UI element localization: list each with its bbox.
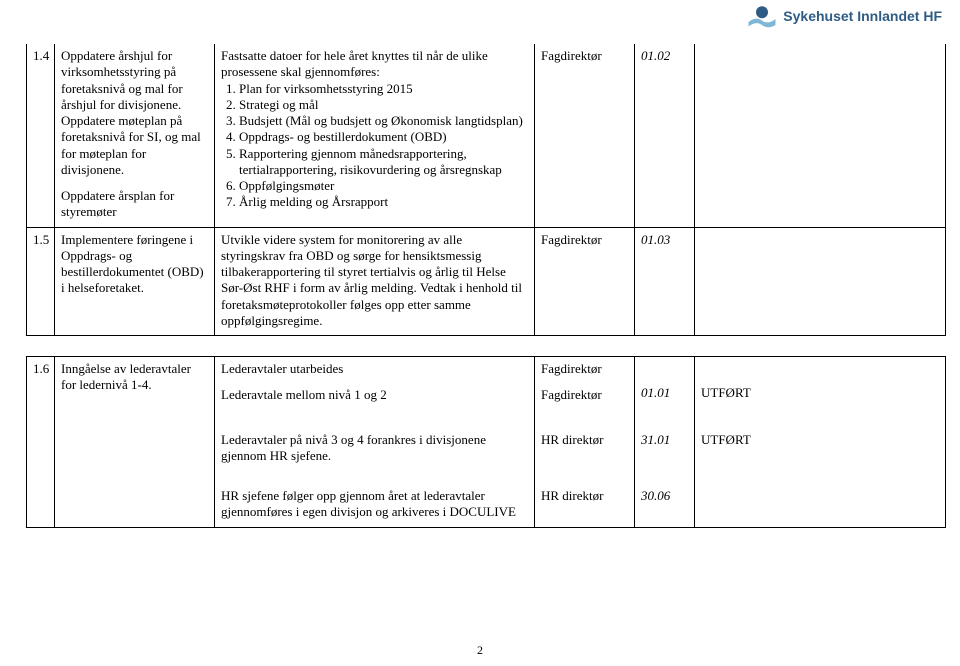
row-status: UTFØRT [695,357,946,410]
table-row: 1.6 Inngåelse av lederavtaler for ledern… [27,357,946,410]
desc-intro: Fastsatte datoer for hele året knyttes t… [221,48,488,79]
row-description: Utvikle videre system for monitorering a… [215,227,535,336]
desc-list: Plan for virksomhetsstyring 2015 Strateg… [221,81,528,211]
cell-gap [535,410,635,428]
row-date: 01.02 [635,44,695,227]
row-owner: Fagdirektør [535,44,635,227]
cell-gap [695,410,946,428]
row-description: Fastsatte datoer for hele året knyttes t… [215,44,535,227]
owner-line: Fagdirektør [541,387,602,402]
list-item: Årlig melding og Årsrapport [239,194,528,210]
cell-gap [635,410,695,428]
date-line: 30.06 [641,488,670,503]
logo-text: Sykehuset Innlandet HF [783,8,942,24]
row-owner: HR direktør [535,470,635,527]
owner-line: Fagdirektør [541,361,602,376]
logo-mark-icon [747,4,777,28]
plan-table: 1.4 Oppdatere årshjul for virksomhetssty… [26,44,946,336]
row-owner: HR direktør [535,428,635,471]
row-description: HR sjefene følger opp gjennom året at le… [215,470,535,527]
row-date: 01.03 [635,227,695,336]
list-item: Budsjett (Mål og budsjett og Økonomisk l… [239,113,528,129]
desc-line: Lederavtaler utarbeides [221,361,343,376]
page-number: 2 [0,643,960,658]
list-item: Oppfølgingsmøter [239,178,528,194]
document-body: 1.4 Oppdatere årshjul for virksomhetssty… [26,44,946,528]
row-description: Lederavtaler utarbeides Lederavtale mell… [215,357,535,410]
desc-line: Lederavtale mellom nivå 1 og 2 [221,387,387,402]
list-item: Rapportering gjennom månedsrapportering,… [239,146,528,179]
row-description: Lederavtaler på nivå 3 og 4 forankres i … [215,428,535,471]
row-owner: Fagdirektør [535,227,635,336]
row-status [695,227,946,336]
status-line: UTFØRT [701,385,751,400]
title-text: Oppdatere årshjul for virksomhetsstyring… [61,48,201,177]
row-status [695,470,946,527]
desc-line: HR sjefene følger opp gjennom året at le… [221,488,516,519]
owner-line: HR direktør [541,488,603,503]
title-text-2: Oppdatere årsplan for styremøter [61,188,174,219]
row-title: Oppdatere årshjul for virksomhetsstyring… [55,44,215,227]
date-line: 01.01 [641,385,670,400]
list-item: Oppdrags- og bestillerdokument (OBD) [239,129,528,145]
list-item: Strategi og mål [239,97,528,113]
plan-table-2: 1.6 Inngåelse av lederavtaler for ledern… [26,356,946,528]
section-gap [26,336,946,356]
row-number: 1.5 [27,227,55,336]
row-number: 1.4 [27,44,55,227]
row-status: UTFØRT [695,428,946,471]
row-title: Inngåelse av lederavtaler for ledernivå … [55,357,215,528]
cell-gap [215,410,535,428]
row-date: 01.01 [635,357,695,410]
row-status [695,44,946,227]
row-title: Implementere føringene i Oppdrags- og be… [55,227,215,336]
row-number: 1.6 [27,357,55,528]
brand-logo: Sykehuset Innlandet HF [747,4,942,28]
row-date: 30.06 [635,470,695,527]
table-row: 1.5 Implementere føringene i Oppdrags- o… [27,227,946,336]
list-item: Plan for virksomhetsstyring 2015 [239,81,528,97]
table-row: 1.4 Oppdatere årshjul for virksomhetssty… [27,44,946,227]
row-date: 31.01 [635,428,695,471]
row-owner: Fagdirektør Fagdirektør [535,357,635,410]
